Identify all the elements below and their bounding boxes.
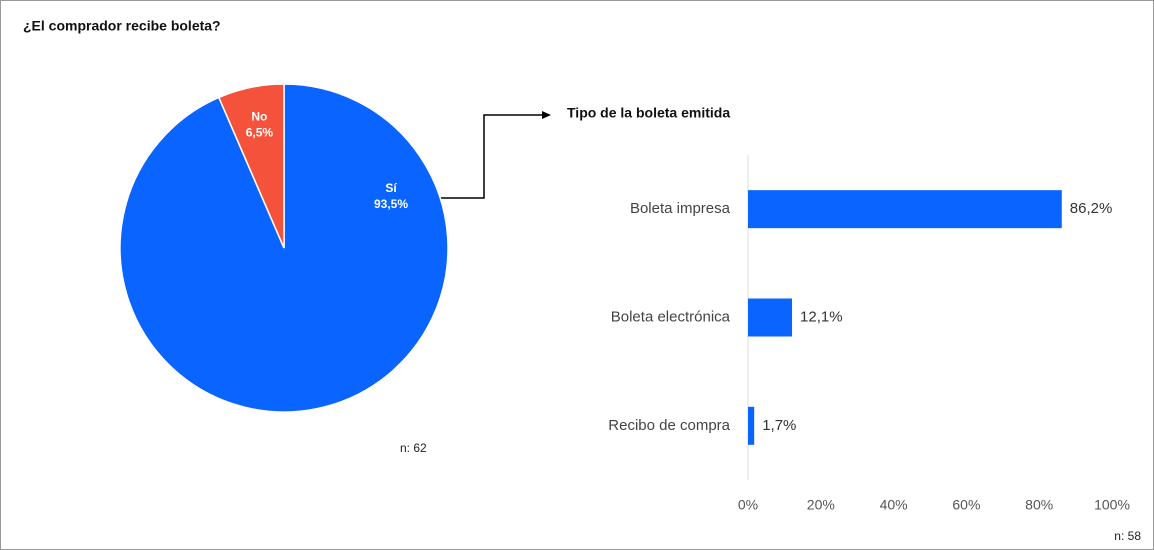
bar [748, 406, 755, 445]
slice-label: Sí [385, 181, 397, 195]
x-tick-label: 0% [738, 497, 758, 513]
category-label: Boleta electrónica [611, 308, 731, 325]
bar [748, 298, 793, 337]
category-label: Boleta impresa [630, 200, 731, 217]
slice-value: 93,5% [374, 197, 408, 211]
pie-title: ¿El comprador recibe boleta? [23, 18, 221, 34]
value-label: 1,7% [762, 417, 796, 434]
arrowhead [542, 111, 551, 119]
value-label: 12,1% [800, 308, 843, 325]
x-tick-label: 60% [952, 497, 980, 513]
x-tick-label: 40% [880, 497, 908, 513]
x-tick-label: 80% [1025, 497, 1053, 513]
bar-annotation: n: 58 [1114, 529, 1141, 543]
pie-slice [217, 83, 285, 249]
connector [416, 114, 543, 199]
slice-label: No [251, 109, 267, 123]
category-label: Recibo de compra [608, 417, 730, 434]
slice-value: 6,5% [246, 125, 274, 139]
pie-annotation: n: 62 [400, 441, 427, 455]
bar-title: Tipo de la boleta emitida [567, 105, 730, 121]
value-label: 86,2% [1070, 200, 1113, 217]
bar [748, 190, 1062, 229]
x-tick-label: 100% [1094, 497, 1130, 513]
x-tick-label: 20% [807, 497, 835, 513]
